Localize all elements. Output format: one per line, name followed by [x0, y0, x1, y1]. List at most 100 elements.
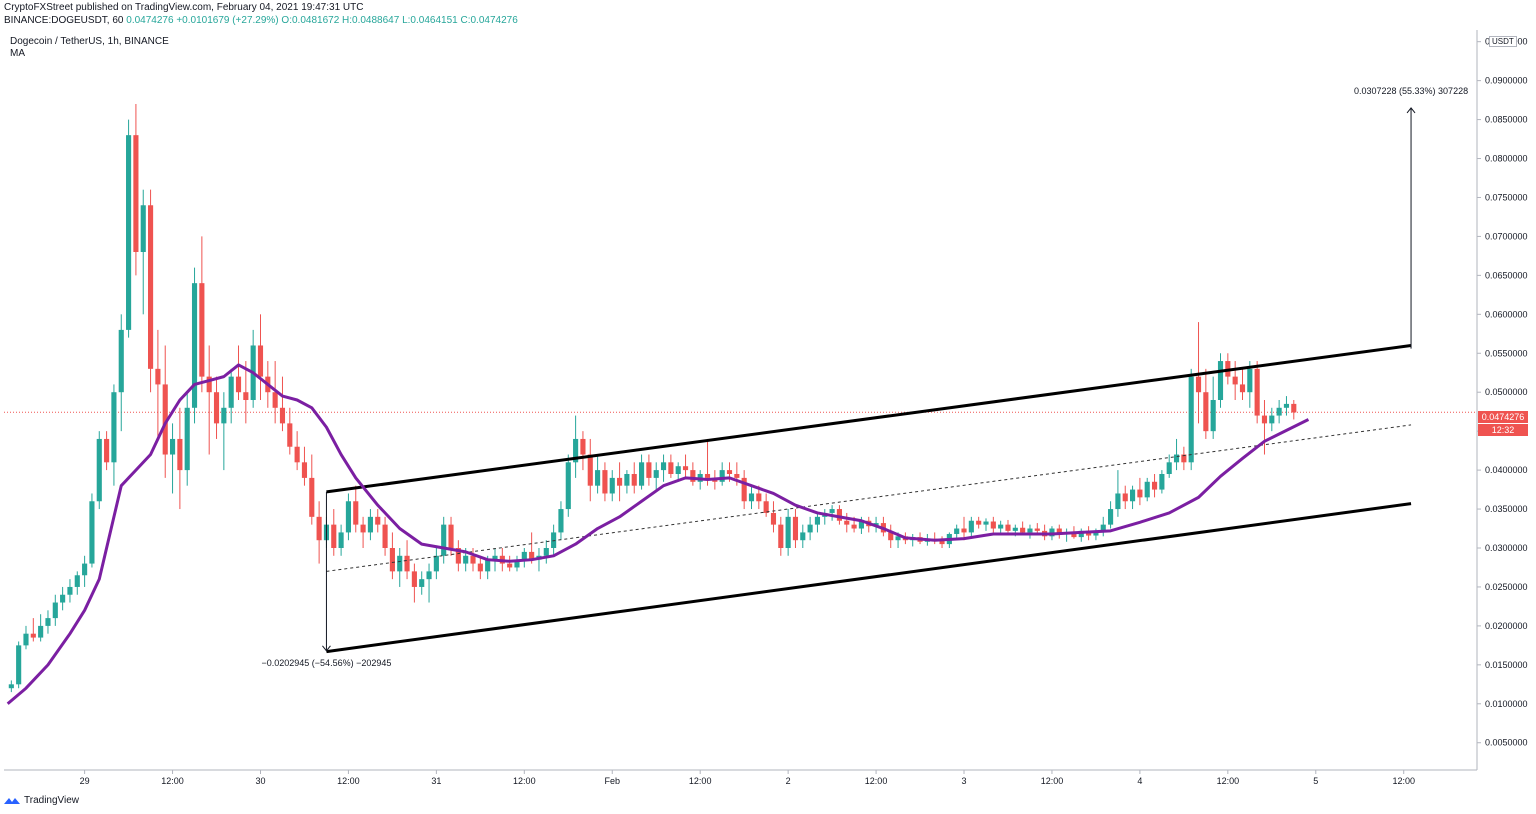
candle-body [1188, 376, 1194, 463]
candle-body [1217, 361, 1224, 400]
candle-body [1056, 528, 1062, 534]
x-tick-label: Feb [604, 776, 620, 786]
y-tick-label: 0.0400000 [1485, 465, 1528, 475]
candle-body [1232, 376, 1238, 385]
candle-body [961, 528, 967, 533]
candle-body [1181, 454, 1187, 463]
y-tick-label: 0.0200000 [1485, 621, 1528, 631]
y-tick-label: 0.0850000 [1485, 115, 1528, 125]
y-tick-label: 0.0250000 [1485, 582, 1528, 592]
candle-body [690, 470, 696, 482]
candle-body [770, 512, 777, 525]
candle-body [140, 205, 146, 252]
candle-body [60, 594, 66, 603]
candle-body [169, 438, 176, 455]
y-tick-label: 0.0700000 [1485, 231, 1528, 241]
candle-body [939, 540, 945, 545]
candle-body [1159, 474, 1165, 490]
ohlc-line: BINANCE:DOGEUSDT, 60 0.0474276 +0.010167… [4, 15, 518, 27]
candle-body [367, 516, 373, 533]
candle-body [507, 563, 513, 568]
candle-body [639, 462, 645, 486]
candle-body [543, 548, 549, 556]
candle-body [74, 575, 80, 587]
ma-line [6, 363, 1310, 705]
candle-body [221, 407, 227, 424]
y-tick-label: 0.0100000 [1485, 699, 1528, 709]
candle-body [243, 392, 249, 400]
y-tick-label: 0.0050000 [1485, 738, 1528, 748]
footer-label: TradingView [24, 795, 80, 806]
legend-ma-indicator[interactable]: MA [10, 48, 25, 59]
y-tick-label: 0.0500000 [1485, 387, 1528, 397]
currency-label[interactable]: USDT [1489, 36, 1517, 47]
last-value: 0.0474276 [126, 15, 174, 26]
candle-body [8, 684, 14, 689]
candle-body [573, 438, 579, 463]
high-value: H:0.0488647 [342, 15, 400, 26]
candle-body [316, 516, 322, 541]
candle-body [235, 376, 242, 393]
candle-body [888, 532, 894, 541]
x-tick-label: 12:00 [1217, 776, 1240, 786]
candle-body [1151, 481, 1158, 490]
y-tick-label: 0.0750000 [1485, 192, 1528, 202]
candle-body [602, 470, 608, 494]
candle-body [30, 633, 36, 638]
candle-body [301, 462, 308, 478]
candle-body [836, 509, 842, 521]
candle-body [1078, 530, 1084, 538]
candle-body [426, 571, 432, 580]
change-value: +0.0101679 (+27.29%) [176, 15, 279, 26]
candle-body [1276, 407, 1282, 416]
y-tick-label: 0.0550000 [1485, 348, 1528, 358]
y-tick-label: 0.0900000 [1485, 76, 1528, 86]
low-value: L:0.0464151 [402, 15, 458, 26]
x-tick-label: 31 [431, 776, 441, 786]
x-tick-label: 12:00 [337, 776, 360, 786]
candle-body [375, 516, 381, 525]
candle-body [565, 462, 571, 510]
countdown-tag: 12:32 [1478, 424, 1528, 436]
candle-body [279, 407, 286, 424]
candle-body [162, 384, 168, 455]
candle-body [455, 548, 461, 564]
candle-body [309, 477, 315, 517]
candle-body [785, 516, 791, 548]
candle-body [1020, 527, 1026, 533]
candle-body [1108, 509, 1114, 525]
candle-body [675, 466, 681, 474]
candle-body [104, 438, 110, 463]
candle-body [1239, 384, 1246, 393]
x-tick-label: 2 [786, 776, 791, 786]
candle-body [45, 618, 51, 626]
candle-body [529, 551, 535, 560]
candle-body [646, 462, 652, 478]
candle-body [968, 520, 974, 533]
candle-body [1071, 532, 1077, 538]
candle-body [257, 345, 264, 377]
y-tick-label: 0.0300000 [1485, 543, 1528, 553]
candle-body [67, 586, 73, 595]
candle-body [360, 524, 366, 533]
symbol-label: BINANCE:DOGEUSDT, 60 [4, 15, 124, 26]
candle-body [1195, 376, 1202, 393]
candle-body [96, 438, 102, 502]
candle-body [389, 548, 395, 572]
candle-body [668, 462, 674, 474]
channel-middle-line [326, 424, 1412, 572]
legend-title[interactable]: Dogecoin / TetherUS, 1h, BINANCE [10, 36, 169, 47]
x-tick-label: 4 [1137, 776, 1142, 786]
tradingview-brand[interactable]: TradingView [4, 795, 79, 806]
candle-body [287, 423, 293, 447]
x-tick-label: 5 [1313, 776, 1318, 786]
candle-body [1166, 462, 1172, 474]
candle-body [514, 559, 520, 568]
close-value: C:0.0474276 [460, 15, 518, 26]
candle-body [492, 555, 498, 560]
candle-body [521, 551, 527, 560]
candle-body [1034, 528, 1040, 531]
candle-body [983, 521, 989, 525]
channel-upper-line [326, 343, 1412, 494]
